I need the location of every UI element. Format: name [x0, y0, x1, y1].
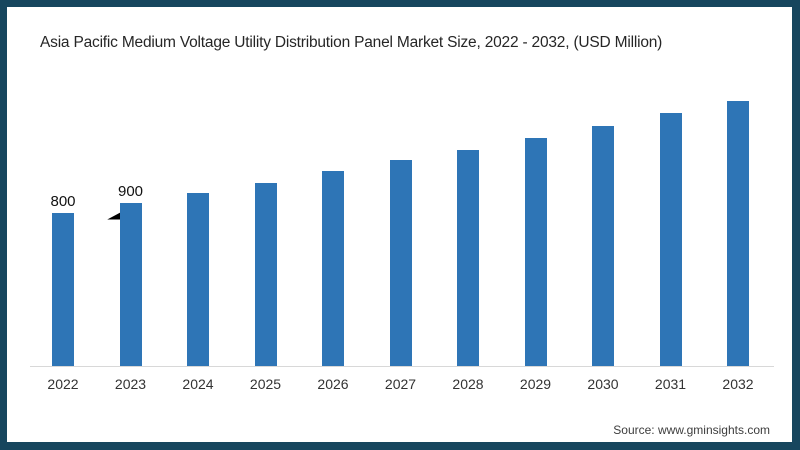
bar-2029 — [524, 138, 547, 366]
bar-2028 — [457, 150, 479, 366]
x-tick-label-2029: 2029 — [519, 376, 552, 392]
chart-title: Asia Pacific Medium Voltage Utility Dist… — [40, 34, 663, 51]
source-credit: Source: www.gminsights.com — [613, 423, 770, 437]
x-tick-label-2025: 2025 — [249, 376, 282, 392]
bar-2031 — [659, 113, 682, 366]
bar-2024 — [187, 193, 209, 366]
bar-2022 — [52, 213, 74, 366]
x-tick-label-2028: 2028 — [452, 376, 484, 392]
x-tick-label-2032: 2032 — [722, 376, 754, 392]
x-tick-label-2030: 2030 — [587, 376, 619, 392]
x-tick-label-2026: 2026 — [317, 376, 349, 392]
x-tick-label-2022: 2022 — [47, 376, 79, 392]
bar-value-label-2023: 900 — [117, 183, 144, 200]
x-tick-label-2027: 2027 — [384, 376, 417, 392]
bar-2025 — [254, 183, 277, 366]
x-axis-line — [30, 366, 774, 367]
x-tick-label-2023: 2023 — [114, 376, 147, 392]
bar-2023 — [119, 203, 142, 366]
bar-2030 — [592, 126, 614, 366]
bar-2027 — [389, 160, 412, 366]
bar-value-label-2022: 800 — [50, 193, 76, 210]
x-tick-label-2031: 2031 — [654, 376, 687, 392]
bar-2026 — [322, 171, 344, 366]
x-tick-label-2024: 2024 — [182, 376, 214, 392]
bar-2032 — [727, 101, 749, 366]
